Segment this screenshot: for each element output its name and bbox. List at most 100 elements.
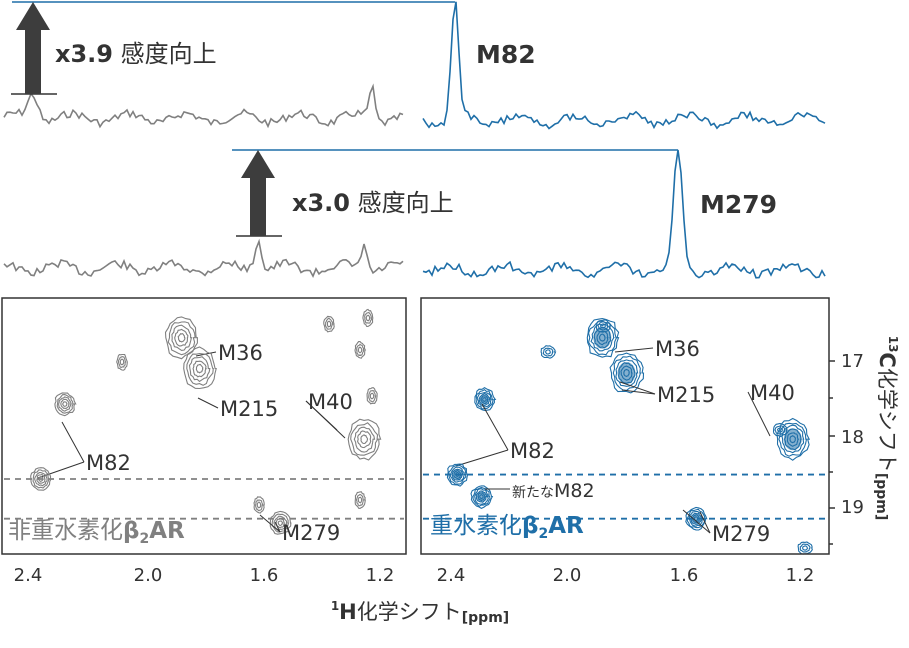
contour-line [355, 493, 365, 507]
contour-line [586, 318, 620, 358]
contour-line [353, 426, 376, 453]
contour-line [366, 387, 378, 405]
gain-label: x3.0 感度向上 [292, 189, 454, 217]
contour-line [323, 315, 335, 333]
peak-label: M82 [476, 40, 536, 69]
contour-line [474, 387, 497, 412]
contour-line [357, 430, 372, 449]
contour-line [475, 490, 488, 503]
contour-line [450, 466, 466, 483]
contour-line [188, 356, 211, 383]
peak-label: M40 [308, 390, 353, 414]
contour-line [446, 463, 469, 487]
label-pointer [621, 389, 656, 395]
label-pointer [274, 521, 281, 533]
peak-label: M279 [700, 190, 777, 219]
contour-line [362, 308, 374, 327]
peak-label: M82 [510, 439, 555, 463]
peak-label: M215 [220, 397, 278, 421]
label-pointer [747, 391, 771, 437]
blue-1d-spectrum [422, 1, 826, 130]
contour-line [612, 355, 642, 391]
hsqc-panels: M36 M215 M40 M82 M279 M36 M215 M40 M82 新たなM82 M279 [4, 308, 827, 555]
contour-line [772, 422, 788, 438]
contour-line [167, 321, 196, 356]
contour-line [34, 472, 48, 487]
contour-line [256, 501, 262, 509]
x-tick-label: 1.6 [250, 565, 279, 586]
contour-line [164, 316, 198, 360]
contour-line [588, 320, 618, 356]
contour-line [542, 347, 554, 357]
label-pointer [37, 461, 85, 479]
right-panel-contours: M36 M215 M40 M82 新たなM82 M279 [423, 318, 827, 555]
contour-line [326, 320, 332, 328]
contour-fill [691, 513, 702, 524]
peak-label: 新たなM82 [512, 480, 595, 502]
contour-line [357, 496, 363, 504]
contour-line [615, 359, 639, 387]
y-axis-title: 13C化学シフト[ppm] [873, 336, 900, 521]
contour-line [36, 473, 46, 485]
up-arrow-icon [241, 150, 275, 236]
right-x-ticks: 2.4 2.0 1.6 1.2 [437, 565, 815, 586]
contour-line [472, 486, 491, 507]
contour-line [797, 541, 813, 555]
y-tick-label: 18 [841, 427, 864, 448]
contour-line [776, 417, 811, 461]
up-arrow-icon [16, 2, 50, 94]
contour-line [271, 513, 290, 533]
contour-line [597, 321, 609, 331]
contour-fill [593, 326, 612, 349]
contour-line [277, 520, 284, 527]
contour-line [116, 353, 128, 371]
x-tick-label: 2.0 [553, 565, 582, 586]
peak-label: M82 [86, 451, 131, 475]
y-tick-marks [829, 360, 835, 545]
x-tick-label: 2.0 [134, 565, 163, 586]
contour-line [474, 488, 489, 505]
contour-line [273, 515, 288, 530]
contour-line [255, 499, 264, 512]
label-pointer [305, 400, 346, 439]
contour-line [364, 312, 373, 324]
y-ticks: 17 18 19 [841, 351, 864, 518]
contour-fill [617, 362, 636, 385]
peak-label: M279 [712, 522, 770, 546]
right-panel-label: 重水素化β2AR [430, 513, 584, 542]
right-panel-frame [420, 297, 830, 555]
contour-line [799, 543, 811, 553]
peak-label: M40 [750, 381, 795, 405]
contour-line [448, 464, 467, 485]
peak-label: M36 [218, 341, 263, 365]
contour-line [350, 422, 379, 456]
contour-line [62, 401, 68, 407]
x-tick-label: 1.2 [366, 565, 395, 586]
left-panel-frame [1, 297, 407, 555]
x-tick-label: 2.4 [14, 565, 43, 586]
contour-line [195, 363, 204, 374]
contour-line [54, 392, 77, 417]
y-tick-label: 17 [841, 351, 864, 372]
x-tick-label: 1.2 [786, 565, 815, 586]
left-x-ticks: 2.4 2.0 1.6 1.2 [14, 565, 395, 586]
contour-line [253, 496, 265, 514]
contour-line [117, 356, 127, 369]
label-pointer [455, 449, 509, 467]
contour-line [475, 389, 494, 410]
contour-line [38, 476, 44, 482]
contour-line [685, 506, 708, 531]
contour-line [360, 434, 369, 445]
contour-line [354, 341, 367, 359]
contour-line [56, 394, 75, 414]
gray-1d-spectrum [3, 83, 404, 129]
gray-1d-spectrum [3, 238, 404, 278]
contour-line [599, 323, 607, 329]
contour-line [324, 317, 334, 330]
contour-fill [452, 469, 463, 480]
label-pointer [619, 381, 656, 395]
label-pointer [481, 403, 509, 451]
contour-line [802, 545, 808, 551]
contour-line [32, 469, 51, 489]
